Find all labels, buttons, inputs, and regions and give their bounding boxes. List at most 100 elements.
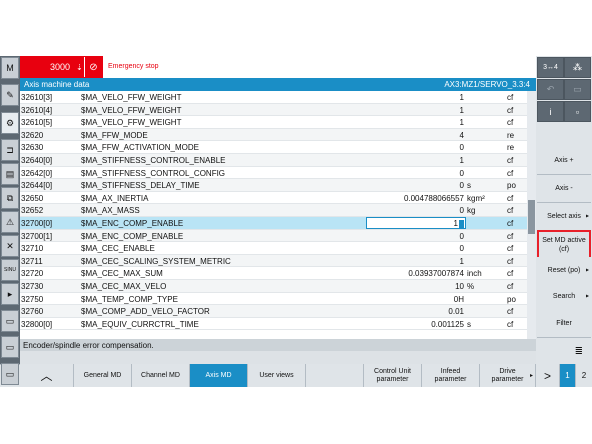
page-1-button[interactable]: 1 (560, 364, 576, 387)
table-row[interactable]: 32700[0] $MA_ENC_COMP_ENABLE 1 cf (20, 217, 536, 230)
table-row[interactable]: 32640[0] $MA_STIFFNESS_CONTROL_ENABLE 1 cf (20, 154, 536, 167)
scroll-down-softkey[interactable]: ≣ (537, 338, 591, 366)
program-manager-icon[interactable]: ▤ (1, 163, 19, 185)
axis-switch-icon[interactable]: 3↔4 (537, 57, 564, 78)
table-row[interactable]: 32750 $MA_TEMP_COMP_TYPE 0H po (20, 293, 536, 306)
table-row[interactable]: 32644[0] $MA_STIFFNESS_DELAY_TIME 0 s po (20, 179, 536, 192)
general-md-softkey[interactable]: General MD (74, 364, 132, 387)
md-number: 32750 (21, 294, 44, 304)
md-name: $MA_STIFFNESS_CONTROL_CONFIG (81, 168, 226, 178)
md-value[interactable]: 1 (454, 219, 464, 228)
table-row[interactable]: 32620 $MA_FFW_MODE 4 re (20, 128, 536, 142)
alarm-indicator[interactable]: 3000 ⇣ (20, 56, 103, 78)
table-row[interactable]: 32700[1] $MA_ENC_COMP_ENABLE 0 cf (20, 229, 536, 243)
page-title: Axis machine data (24, 80, 90, 89)
undo-icon[interactable]: ↶ (537, 79, 564, 100)
general-md-softkey-label: General MD (83, 371, 122, 379)
tool-wrench-icon[interactable]: ✕ (1, 235, 19, 257)
scrollbar-thumb[interactable] (528, 200, 535, 234)
md-activation-attribute: po (507, 181, 516, 191)
acknowledge-icon[interactable]: ⊘ (84, 57, 102, 77)
scroll-up-softkey[interactable]: ︿ (20, 364, 74, 387)
md-value: 0 (459, 181, 464, 191)
table-row[interactable]: 32642[0] $MA_STIFFNESS_CONTROL_CONFIG 0 cf (20, 167, 536, 180)
md-name: $MA_CEC_MAX_VELO (81, 282, 167, 291)
user-views-softkey[interactable]: User views (248, 364, 306, 387)
reset-po-softkey-label: Reset (po) (547, 267, 581, 274)
window-icon[interactable]: ▭ (1, 310, 19, 332)
table-row[interactable]: 32730 $MA_CEC_MAX_VELO 10% cf (20, 280, 536, 293)
value-input-field[interactable] (366, 217, 466, 229)
filter-softkey[interactable]: Filter (537, 310, 591, 338)
axis-md-softkey[interactable]: Axis MD (190, 364, 248, 387)
md-unit: inch (467, 269, 482, 279)
blank-softkey[interactable] (306, 364, 364, 387)
next-page-softkey[interactable]: > (536, 364, 560, 387)
machine-icon[interactable]: M (1, 57, 19, 79)
parameter-icon[interactable]: ⊐ (1, 139, 19, 161)
table-row[interactable]: 32800[0] $MA_EQUIV_CURRCTRL_TIME 0.001125 s… (20, 318, 536, 331)
info-icon[interactable]: i (537, 101, 564, 122)
expand-arrow-icon[interactable]: ▸ (1, 283, 19, 305)
md-name: $MA_STIFFNESS_DELAY_TIME (81, 181, 200, 191)
md-name: $MA_VELO_FFW_WEIGHT (81, 105, 182, 115)
md-number: 32642[0] (21, 168, 53, 178)
table-row[interactable]: 32710 $MA_CEC_ENABLE 0 cf (20, 242, 536, 255)
table-row[interactable]: 32610[5] $MA_VELO_FFW_WEIGHT 1 cf (20, 116, 536, 129)
page-2-button[interactable]: 2 (576, 364, 592, 387)
status-line: Encoder/spindle error compensation. (20, 339, 536, 351)
channel-icon[interactable]: ⁂ (564, 57, 591, 78)
settings-gear-icon[interactable]: ⚙ (1, 112, 19, 134)
md-number: 32700[1] (21, 231, 53, 241)
table-row[interactable]: 32711 $MA_CEC_SCALING_SYSTEM_METRIC 1 cf (20, 254, 536, 268)
md-number: 32630 (21, 143, 44, 153)
drive-parameter-softkey[interactable]: Drive parameter ▸ (480, 364, 536, 387)
keyboard-icon[interactable]: ▭ (1, 336, 19, 358)
md-activation-attribute: cf (507, 206, 514, 216)
table-row[interactable]: 32720 $MA_CEC_MAX_SUM 0.03937007874 inch cf (20, 267, 536, 280)
diagnostics-icon[interactable]: ⚠ (1, 211, 19, 233)
scroll-down-softkey-label: ≣ (574, 346, 583, 357)
axis-plus-softkey[interactable]: Axis + (537, 147, 591, 175)
display-icon[interactable]: ▭ (1, 363, 19, 385)
md-activation-attribute: re (507, 130, 515, 140)
table-row[interactable]: 32610[4] $MA_VELO_FFW_WEIGHT 1 cf (20, 103, 536, 117)
md-number: 32650 (21, 193, 44, 203)
alarm-number: 3000 (50, 62, 71, 72)
table-row[interactable]: 32650 $MA_AX_INERTIA 0.004788066557 kgm² cf (20, 192, 536, 205)
status-text: Encoder/spindle error compensation. (23, 340, 154, 350)
select-axis-softkey[interactable]: Select axis ▸ (537, 203, 591, 231)
reset-po-softkey[interactable]: Reset (po) ▸ (537, 257, 591, 285)
md-name: $MA_CEC_ENABLE (81, 244, 155, 254)
md-value: 0 (459, 206, 464, 216)
axis-minus-softkey[interactable]: Axis - (537, 175, 591, 203)
table-row[interactable]: 32630 $MA_FFW_ACTIVATION_MODE 0 re (20, 141, 536, 154)
program-edit-icon[interactable]: ✎ (1, 84, 19, 106)
screenshot-icon[interactable]: ▫ (564, 101, 591, 122)
table-row[interactable]: 32610[3] $MA_VELO_FFW_WEIGHT 1 cf (20, 91, 536, 104)
set-md-active-softkey[interactable]: Set MD active (cf) (537, 230, 591, 259)
copy-icon[interactable]: ⧉ (1, 187, 19, 209)
md-name: $MA_VELO_FFW_WEIGHT (81, 118, 182, 128)
md-name: $MA_EQUIV_CURRCTRL_TIME (81, 319, 199, 329)
control-unit-parameter-softkey[interactable]: Control Unit parameter (364, 364, 422, 387)
search-softkey[interactable]: Search ▸ (537, 283, 591, 311)
channel-md-softkey[interactable]: Channel MD (132, 364, 190, 387)
info-line (20, 351, 536, 364)
md-name: $MA_AX_INERTIA (81, 193, 149, 203)
md-activation-attribute: cf (507, 256, 514, 266)
table-row[interactable]: 32652 $MA_AX_MASS 0 kg cf (20, 204, 536, 217)
md-activation-attribute: po (507, 294, 516, 304)
table-row[interactable]: 32760 $MA_COMP_ADD_VELO_FACTOR 0.01 cf (20, 305, 536, 318)
md-value: 0.001125 (431, 319, 464, 329)
infeed-parameter-softkey[interactable]: Infeed parameter (422, 364, 480, 387)
md-number: 32730 (21, 282, 44, 291)
md-name: $MA_FFW_ACTIVATION_MODE (81, 143, 199, 153)
chevron-right-icon: ▸ (529, 372, 533, 379)
sinumerik-integrate-icon[interactable]: SINU (1, 259, 19, 281)
axis-identifier: AX3:MZ1/SERVO_3.3:4 (444, 80, 530, 89)
md-number: 32610[5] (21, 118, 53, 128)
md-activation-attribute: cf (507, 307, 514, 317)
save-icon[interactable]: ▭ (564, 79, 591, 100)
md-value: 0 (459, 168, 464, 178)
